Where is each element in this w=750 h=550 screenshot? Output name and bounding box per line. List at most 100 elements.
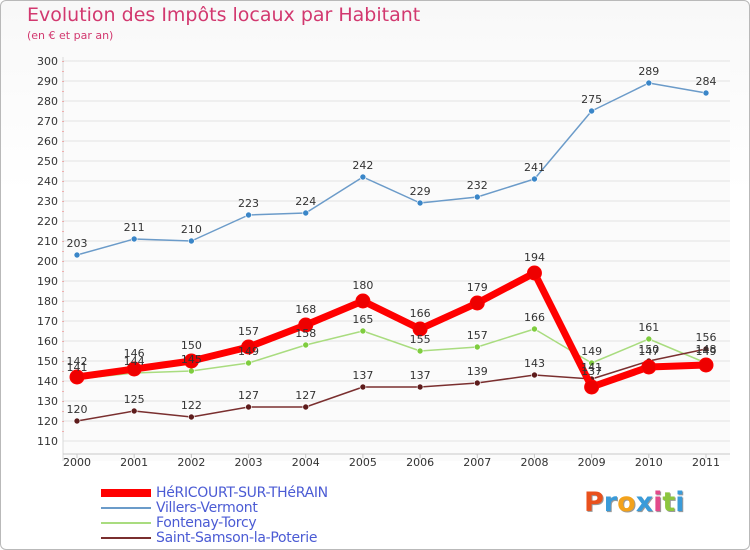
x-tick-label-2009: 2009 bbox=[578, 456, 606, 469]
series-0-point-2008 bbox=[531, 175, 538, 183]
x-tick-label-2001: 2001 bbox=[120, 456, 148, 469]
series-line-3 bbox=[73, 269, 710, 391]
y-tick-label-130: 130 bbox=[37, 395, 58, 408]
x-tick-label-2002: 2002 bbox=[177, 456, 205, 469]
series-2-label-2009: 141 bbox=[581, 361, 602, 374]
legend-swatch bbox=[101, 522, 151, 524]
series-3-label-2002: 150 bbox=[181, 339, 202, 352]
series-0-point-2009 bbox=[588, 107, 595, 115]
series-0-point-2004 bbox=[302, 209, 310, 217]
series-1-label-2004: 158 bbox=[295, 327, 316, 340]
y-tick-label-260: 260 bbox=[37, 135, 58, 148]
series-3-point-2007 bbox=[469, 295, 485, 311]
x-tick-label-2010: 2010 bbox=[635, 456, 663, 469]
y-tick-label-240: 240 bbox=[37, 175, 58, 188]
series-1-point-2006 bbox=[416, 347, 424, 355]
series-line-1 bbox=[76, 328, 707, 380]
series-3-label-2000: 142 bbox=[67, 355, 88, 368]
series-3-point-2004 bbox=[298, 317, 314, 333]
y-tick-label-180: 180 bbox=[37, 295, 58, 308]
legend: HéRICOURT-SUR-THéRAIN Villers-Vermont Font… bbox=[101, 485, 401, 546]
series-1-label-2009: 149 bbox=[581, 345, 602, 358]
series-1-point-2005 bbox=[359, 327, 367, 335]
series-1-label-2001: 144 bbox=[124, 355, 145, 368]
series-3-point-2003 bbox=[241, 339, 257, 355]
series-0-point-2007 bbox=[473, 193, 481, 201]
legend-item: Saint-Samson-la-Poterie bbox=[101, 530, 401, 546]
chart-subtitle: (en € et par an) bbox=[27, 29, 114, 42]
series-2-label-2000: 120 bbox=[67, 403, 88, 416]
series-0-label-2002: 210 bbox=[181, 223, 202, 236]
y-tick-label-220: 220 bbox=[37, 215, 58, 228]
logo-letter: t bbox=[662, 487, 676, 518]
y-tick-label-280: 280 bbox=[37, 95, 58, 108]
logo-letter: i bbox=[653, 487, 663, 518]
series-0-label-2006: 229 bbox=[410, 185, 431, 198]
series-1-label-2006: 155 bbox=[410, 333, 431, 346]
series-1-label-2000: 141 bbox=[67, 361, 88, 374]
series-1-label-2003: 149 bbox=[238, 345, 259, 358]
series-1-label-2002: 145 bbox=[181, 353, 202, 366]
series-1-label-2008: 166 bbox=[524, 311, 545, 324]
series-3-point-2001 bbox=[126, 361, 142, 377]
series-2-point-2001 bbox=[130, 407, 138, 415]
series-2-label-2007: 139 bbox=[467, 365, 488, 378]
series-3-label-2004: 168 bbox=[295, 303, 316, 316]
x-tick-label-2000: 2000 bbox=[63, 456, 91, 469]
series-1-point-2007 bbox=[473, 343, 481, 351]
series-1-label-2007: 157 bbox=[467, 329, 488, 342]
series-line-0 bbox=[76, 82, 707, 256]
series-0-label-2008: 241 bbox=[524, 161, 545, 174]
series-0-label-2009: 275 bbox=[581, 93, 602, 106]
series-0-label-2000: 203 bbox=[67, 237, 88, 250]
series-3-point-2009 bbox=[584, 379, 600, 395]
x-tick-label-2011: 2011 bbox=[692, 456, 720, 469]
chart-title: Evolution des Impôts locaux par Habitant bbox=[27, 4, 421, 26]
y-tick-label-160: 160 bbox=[37, 335, 58, 348]
series-1-label-2011: 149 bbox=[696, 345, 717, 358]
series-0-point-2011 bbox=[702, 89, 710, 97]
logo-letter: x bbox=[635, 487, 654, 518]
series-0-label-2010: 289 bbox=[638, 65, 659, 78]
y-tick-label-140: 140 bbox=[37, 375, 58, 388]
y-tick-label-190: 190 bbox=[37, 275, 58, 288]
logo-letter: i bbox=[675, 487, 685, 518]
series-1-point-2004 bbox=[302, 341, 310, 349]
series-3-point-2011 bbox=[698, 357, 714, 373]
series-2-point-2007 bbox=[473, 379, 481, 387]
series-2-point-2002 bbox=[188, 413, 195, 421]
series-3-label-2003: 157 bbox=[238, 325, 259, 338]
series-1-point-2003 bbox=[245, 359, 252, 367]
series-0-point-2003 bbox=[245, 211, 252, 219]
series-3-label-2007: 179 bbox=[467, 281, 488, 294]
series-0-label-2004: 224 bbox=[295, 195, 316, 208]
logo-letter: P bbox=[584, 487, 604, 518]
series-0-label-2005: 242 bbox=[352, 159, 373, 172]
series-3-point-2000 bbox=[69, 369, 85, 385]
series-1-point-2008 bbox=[531, 325, 538, 333]
series-1-point-2002 bbox=[188, 367, 195, 375]
legend-label: HéRICOURT-SUR-THéRAIN bbox=[156, 485, 328, 501]
logo-letter: o bbox=[617, 487, 636, 518]
x-tick-label-2007: 2007 bbox=[463, 456, 491, 469]
legend-label: Villers-Vermont bbox=[156, 500, 258, 516]
series-2-point-2005 bbox=[359, 383, 367, 391]
series-3-label-2006: 166 bbox=[410, 307, 431, 320]
series-3-point-2005 bbox=[355, 293, 371, 309]
series-2-point-2000 bbox=[73, 417, 81, 425]
series-1-label-2010: 161 bbox=[638, 321, 659, 334]
series-0-point-2002 bbox=[188, 237, 195, 245]
y-tick-label-120: 120 bbox=[37, 415, 58, 428]
legend-item: HéRICOURT-SUR-THéRAIN bbox=[101, 485, 401, 501]
legend-label: Saint-Samson-la-Poterie bbox=[156, 530, 318, 546]
legend-swatch bbox=[101, 489, 151, 497]
legend-item: Fontenay-Torcy bbox=[101, 515, 401, 531]
x-tick-label-2005: 2005 bbox=[349, 456, 377, 469]
proxiti-logo: Proxiti bbox=[584, 487, 685, 518]
series-0-point-2005 bbox=[359, 173, 367, 181]
legend-swatch bbox=[101, 537, 151, 539]
series-1-point-2009 bbox=[588, 359, 595, 367]
series-0-label-2007: 232 bbox=[467, 179, 488, 192]
